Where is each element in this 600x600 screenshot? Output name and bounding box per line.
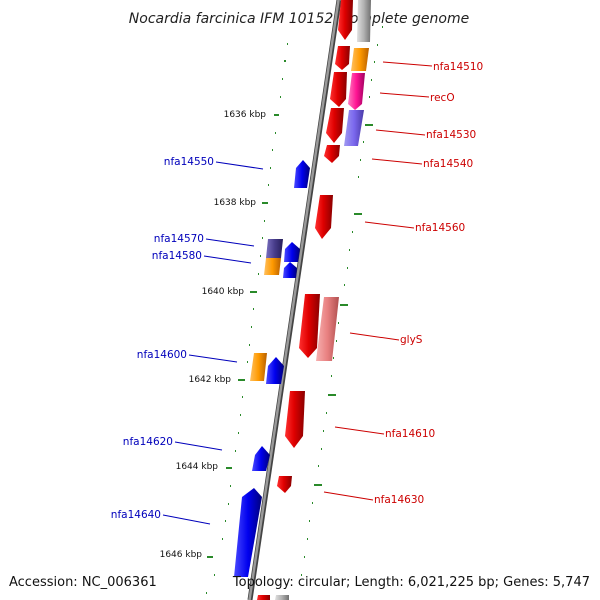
forward-genes [257, 0, 371, 600]
gene-arrow[interactable] [266, 357, 284, 384]
label-leaders [162, 61, 433, 525]
gene-label[interactable]: glyS [400, 334, 423, 346]
gene-label[interactable]: nfa14640 [111, 509, 161, 521]
gene-arrow[interactable] [315, 195, 333, 239]
gene-arrow[interactable] [257, 595, 270, 600]
gene-arrow[interactable] [357, 0, 371, 42]
gene-arrow[interactable] [324, 145, 340, 163]
gene-label[interactable]: nfa14530 [426, 129, 476, 141]
gene-arrow[interactable] [234, 488, 262, 577]
accession-text: Accession: NC_006361 [9, 575, 157, 590]
gene-label[interactable]: nfa14610 [385, 428, 435, 440]
gene-label[interactable]: nfa14580 [152, 250, 202, 262]
right-tick-track [301, 26, 383, 576]
gene-arrow[interactable] [351, 48, 369, 71]
gene-label[interactable]: nfa14510 [433, 61, 483, 73]
scale-label: 1638 kbp [214, 198, 257, 208]
topology-text: Topology: circular; Length: 6,021,225 bp… [232, 575, 590, 590]
gene-arrow[interactable] [266, 239, 283, 258]
gene-arrow[interactable] [275, 595, 289, 600]
scale-label: 1642 kbp [189, 375, 232, 385]
gene-arrow[interactable] [250, 353, 267, 381]
gene-arrow[interactable] [264, 258, 281, 275]
reverse-gene-labels: nfa14550 nfa14570 nfa14580 nfa14600 nfa1… [111, 156, 214, 521]
scale-labels: 1636 kbp 1638 kbp 1640 kbp 1642 kbp 1644… [160, 110, 267, 560]
gene-arrow[interactable] [252, 446, 270, 471]
scale-label: 1636 kbp [224, 110, 267, 120]
scale-label: 1644 kbp [176, 462, 219, 472]
gene-arrow[interactable] [277, 476, 292, 493]
gene-arrow[interactable] [330, 72, 347, 107]
left-tick-track [206, 43, 288, 594]
gene-arrow[interactable] [344, 110, 364, 146]
gene-label[interactable]: nfa14620 [123, 436, 173, 448]
gene-label[interactable]: nfa14540 [423, 158, 473, 170]
scale-label: 1646 kbp [160, 550, 203, 560]
gene-label[interactable]: nfa14570 [154, 233, 204, 245]
genome-title: Nocardia farcinica IFM 10152, complete g… [129, 11, 469, 27]
gene-label[interactable]: recO [430, 92, 455, 104]
gene-arrow[interactable] [338, 0, 353, 40]
gene-arrow[interactable] [335, 46, 350, 70]
reverse-genes [234, 160, 310, 577]
gene-label[interactable]: nfa14600 [137, 349, 187, 361]
gene-arrow[interactable] [326, 108, 344, 143]
gene-arrow[interactable] [294, 160, 310, 188]
forward-gene-labels: nfa14510 recO nfa14530 nfa14540 nfa14560… [374, 61, 483, 506]
gene-arrow[interactable] [284, 242, 300, 262]
scale-label: 1640 kbp [202, 287, 245, 297]
gene-label[interactable]: nfa14630 [374, 494, 424, 506]
gene-arrow[interactable] [348, 73, 365, 110]
gene-arrow[interactable] [285, 391, 305, 448]
gene-arrow[interactable] [299, 294, 320, 358]
gene-label[interactable]: nfa14560 [415, 222, 465, 234]
gene-arrow[interactable] [316, 297, 339, 361]
gene-arrow[interactable] [283, 262, 297, 278]
gene-label[interactable]: nfa14550 [164, 156, 214, 168]
